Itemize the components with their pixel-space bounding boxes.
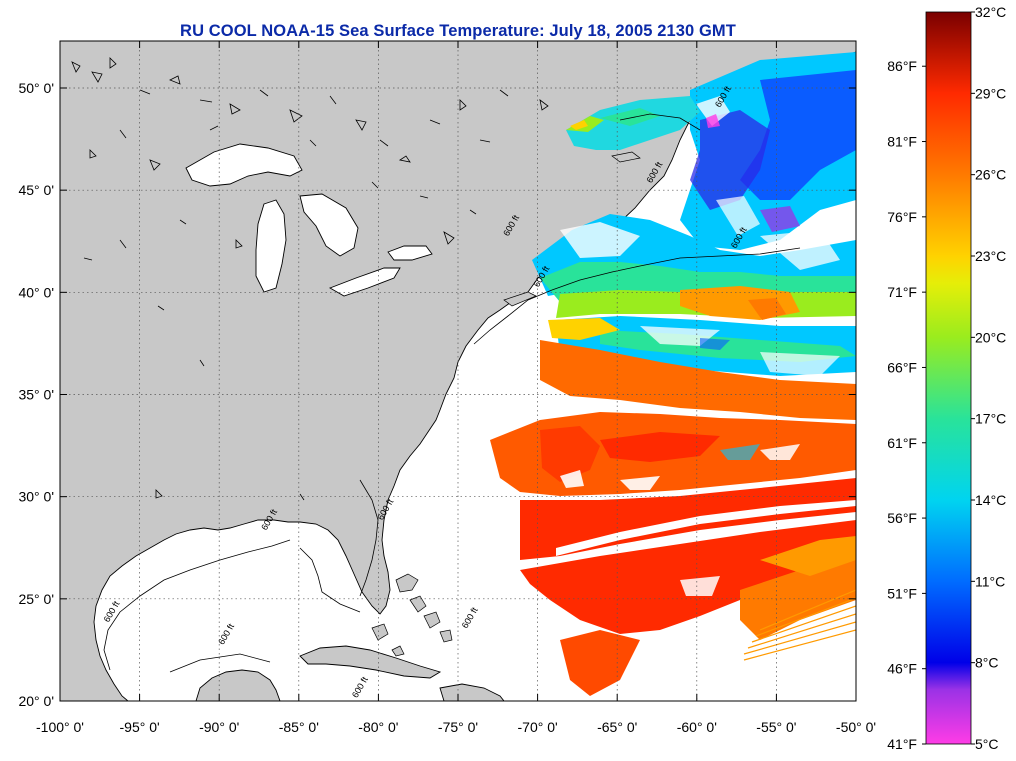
lon-tick-label: -70° 0' [518, 719, 558, 735]
lon-tick-label: -60° 0' [677, 719, 717, 735]
colorbar-labels: 32°C 29°C 26°C 23°C 20°C 17°C 14°C 11°C 8°C 5°C 86… [887, 4, 1006, 752]
bahamas-islands [371, 573, 453, 657]
fahrenheit-label: 51°F [887, 585, 917, 601]
fahrenheit-label: 46°F [887, 661, 917, 677]
fahrenheit-label: 61°F [887, 435, 917, 451]
lon-tick-label: -100° 0' [36, 719, 84, 735]
colorbar-ticks [922, 11, 975, 745]
yucatan-landmass [195, 669, 281, 701]
lon-tick-label: -90° 0' [199, 719, 239, 735]
sst-gulf-st-lawrence [566, 96, 700, 150]
lake-huron [299, 193, 359, 257]
lat-tick-label: 25° 0' [18, 591, 54, 607]
inland-lakes [71, 57, 549, 501]
lon-tick-label: -95° 0' [120, 719, 160, 735]
lat-tick-label: 35° 0' [18, 386, 54, 402]
lake-ontario [387, 245, 433, 261]
fahrenheit-label: 56°F [887, 510, 917, 526]
lat-tick-label: 20° 0' [18, 693, 54, 709]
lake-michigan [255, 199, 287, 293]
sst-scan-stripes [743, 589, 856, 661]
fahrenheit-label: 86°F [887, 58, 917, 74]
map-title: RU COOL NOAA-15 Sea Surface Temperature:… [180, 22, 736, 40]
fahrenheit-label: 76°F [887, 209, 917, 225]
cuba-island [299, 645, 442, 679]
fahrenheit-label: 41°F [887, 736, 917, 752]
lon-tick-label: -80° 0' [358, 719, 398, 735]
celsius-label: 8°C [975, 655, 999, 671]
celsius-label: 14°C [975, 492, 1006, 508]
colorbar-gradient [926, 12, 971, 744]
sst-gulf-stream-warm [490, 340, 856, 696]
lat-tick-label: 30° 0' [18, 489, 54, 505]
celsius-label: 11°C [975, 573, 1005, 589]
fahrenheit-label: 66°F [887, 359, 917, 375]
long-island [503, 291, 537, 307]
lon-tick-label: -65° 0' [597, 719, 637, 735]
great-lakes [185, 143, 433, 297]
fahrenheit-label: 71°F [887, 284, 917, 300]
hispaniola-island [439, 683, 505, 701]
lake-erie [328, 267, 401, 297]
colorbar: 32°C 29°C 26°C 23°C 20°C 17°C 14°C 11°C 8°C 5°C 86… [887, 4, 1006, 752]
lake-superior [185, 143, 303, 187]
celsius-label: 20°C [975, 329, 1006, 345]
colorbar-frame [925, 11, 972, 745]
longitude-axis: -100° 0' -95° 0' -90° 0' -85° 0' -80° 0' -75°… [36, 41, 876, 735]
north-america-landmass [60, 41, 856, 701]
lon-tick-label: -55° 0' [756, 719, 796, 735]
celsius-label: 23°C [975, 248, 1006, 264]
celsius-label: 17°C [975, 411, 1006, 427]
celsius-label: 5°C [975, 736, 999, 752]
sst-north-cold [680, 52, 856, 250]
prince-edward-island [611, 151, 641, 163]
lon-tick-label: -85° 0' [279, 719, 319, 735]
lat-tick-label: 50° 0' [18, 80, 54, 96]
celsius-label: 29°C [975, 85, 1006, 101]
lon-tick-label: -75° 0' [438, 719, 478, 735]
map-plot-area [60, 41, 856, 701]
lat-tick-label: 45° 0' [18, 182, 54, 198]
lat-tick-label: 40° 0' [18, 284, 54, 300]
lon-tick-label: -50° 0' [836, 719, 876, 735]
map-gridlines [60, 41, 856, 701]
celsius-label: 32°C [975, 4, 1006, 20]
latitude-axis: 50° 0' 45° 0' 40° 0' 35° 0' 30° 0' 25° 0' 20° … [18, 80, 856, 709]
isobath-600ft-lines [103, 113, 801, 673]
fahrenheit-label: 81°F [887, 134, 917, 150]
celsius-label: 26°C [975, 167, 1006, 183]
